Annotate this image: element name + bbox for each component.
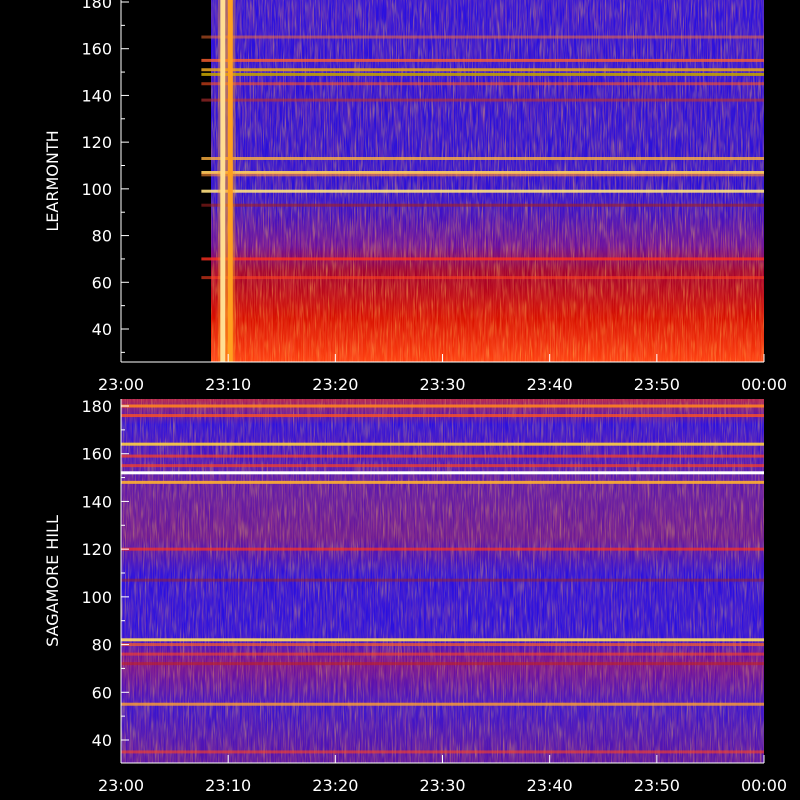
- x-tick-label: 23:20: [312, 375, 358, 394]
- emission-band: [121, 638, 764, 642]
- learmonth-burst-lines: [217, 0, 236, 362]
- learmonth-heatmap-speckle: [121, 0, 764, 362]
- learmonth-y-axis-title: LEARMONTH: [43, 130, 62, 231]
- burst-glow: [217, 0, 228, 362]
- y-tick-label: 40: [92, 731, 112, 750]
- x-tick-label: 23:20: [312, 776, 358, 795]
- sagamore-hill-y-axis: 40 60 80 100 120 140 160 180: [81, 397, 129, 763]
- x-tick-label: 23:30: [419, 776, 465, 795]
- sagamore-hill-emission-bands: [121, 404, 764, 754]
- y-tick-label: 180: [81, 0, 112, 12]
- emission-band: [201, 276, 764, 280]
- emission-band: [121, 578, 764, 582]
- burst-glow: [225, 0, 236, 362]
- emission-band: [201, 82, 764, 86]
- emission-band: [121, 464, 764, 468]
- emission-band: [121, 442, 764, 446]
- y-tick-label: 100: [81, 180, 112, 199]
- burst-line: [220, 0, 226, 362]
- emission-band: [201, 58, 764, 62]
- y-tick-label: 80: [92, 227, 112, 246]
- y-tick-label: 140: [81, 86, 112, 105]
- emission-band: [201, 173, 764, 177]
- y-tick-label: 60: [92, 273, 112, 292]
- x-tick-label: 23:00: [98, 776, 144, 795]
- x-tick-label: 00:00: [741, 375, 787, 394]
- y-tick-label: 120: [81, 133, 112, 152]
- y-tick-label: 60: [92, 683, 112, 702]
- y-tick-label: 120: [81, 540, 112, 559]
- emission-band: [121, 643, 764, 647]
- sagamore-hill-x-axis: 23:00 23:10 23:20 23:30 23:40 23:50 00:00: [98, 755, 787, 795]
- x-tick-label: 23:50: [634, 776, 680, 795]
- emission-band: [201, 35, 764, 39]
- emission-band: [201, 203, 764, 207]
- learmonth-x-axis: 23:00 23:10 23:20 23:30 23:40 23:50 00:00: [98, 354, 787, 394]
- learmonth-no-data-region: [121, 0, 211, 362]
- learmonth-emission-bands: [201, 35, 764, 280]
- emission-band: [121, 547, 764, 551]
- emission-band: [121, 480, 764, 484]
- x-tick-label: 23:40: [527, 375, 573, 394]
- emission-band: [201, 189, 764, 193]
- sagamore-hill-y-axis-title: SAGAMORE HILL: [43, 515, 62, 647]
- burst-line: [227, 0, 233, 362]
- emission-band: [121, 652, 764, 656]
- x-tick-label: 23:40: [527, 776, 573, 795]
- x-tick-label: 00:00: [741, 776, 787, 795]
- x-tick-label: 23:10: [205, 776, 251, 795]
- emission-band: [121, 414, 764, 418]
- y-tick-label: 180: [81, 397, 112, 416]
- y-tick-label: 140: [81, 492, 112, 511]
- y-tick-label: 100: [81, 588, 112, 607]
- emission-band: [201, 72, 764, 76]
- learmonth-y-axis: 40 60 80 100 120 140 160 180: [81, 0, 129, 362]
- y-tick-label: 80: [92, 636, 112, 655]
- emission-band: [121, 662, 764, 666]
- emission-band: [121, 404, 764, 408]
- emission-band: [201, 171, 764, 175]
- emission-band: [121, 454, 764, 458]
- emission-band: [201, 98, 764, 102]
- emission-band: [201, 68, 764, 72]
- y-tick-label: 160: [81, 40, 112, 59]
- x-tick-label: 23:50: [634, 375, 680, 394]
- emission-band: [121, 750, 764, 754]
- x-tick-label: 23:00: [98, 375, 144, 394]
- y-tick-label: 40: [92, 320, 112, 339]
- emission-band: [121, 702, 764, 706]
- x-tick-label: 23:10: [205, 375, 251, 394]
- emission-band: [201, 156, 764, 160]
- x-tick-label: 23:30: [419, 375, 465, 394]
- emission-band: [121, 471, 764, 475]
- y-tick-label: 160: [81, 445, 112, 464]
- emission-band: [201, 257, 764, 261]
